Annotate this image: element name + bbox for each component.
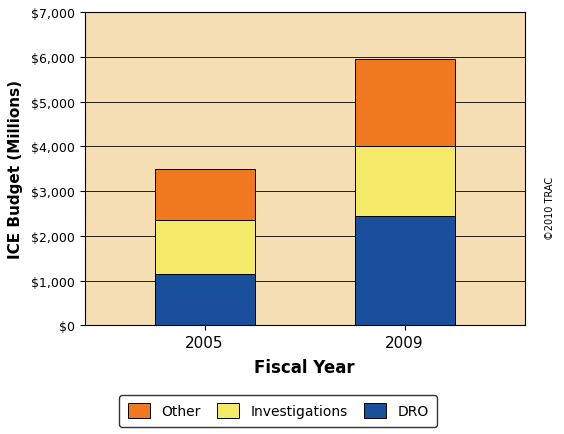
Bar [155, 274, 254, 326]
Text: ©2010 TRAC: ©2010 TRAC [545, 177, 555, 240]
Bar [155, 220, 254, 274]
X-axis label: Fiscal Year: Fiscal Year [254, 358, 355, 376]
Y-axis label: ICE Budget (Millions): ICE Budget (Millions) [7, 80, 23, 259]
Bar [155, 169, 254, 220]
Bar [355, 60, 455, 147]
Bar [355, 216, 455, 326]
Bar [355, 147, 455, 216]
Legend: Other, Investigations, DRO: Other, Investigations, DRO [119, 395, 437, 427]
